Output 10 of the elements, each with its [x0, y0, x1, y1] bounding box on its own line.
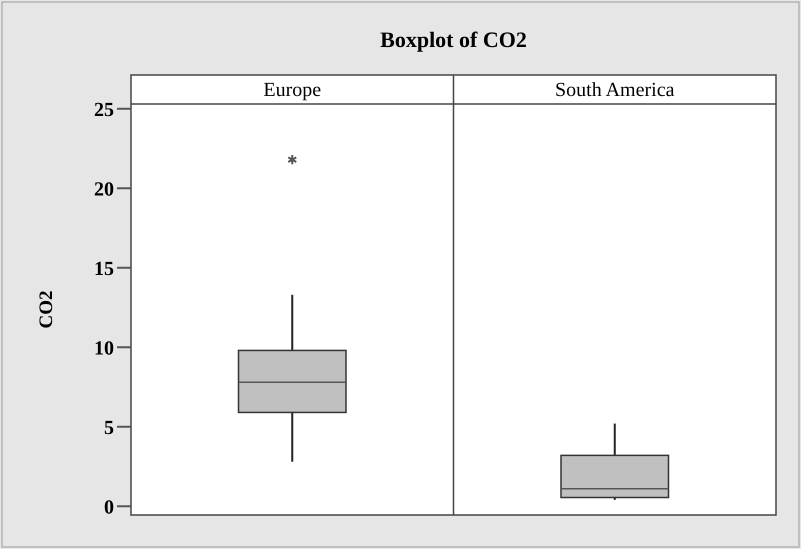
y-axis-title: CO2	[36, 290, 57, 328]
chart-title: Boxplot of CO2	[380, 27, 527, 52]
x-tick-label: South America	[555, 79, 675, 101]
y-tick-label: 20	[94, 178, 114, 200]
y-tick-label: 10	[94, 337, 114, 360]
y-tick-label: 15	[94, 258, 114, 280]
x-tick-label: Europe	[263, 79, 322, 101]
y-tick-label: 25	[94, 98, 114, 121]
y-tick-label: 5	[104, 416, 114, 439]
y-tick-label: 0	[104, 496, 114, 518]
